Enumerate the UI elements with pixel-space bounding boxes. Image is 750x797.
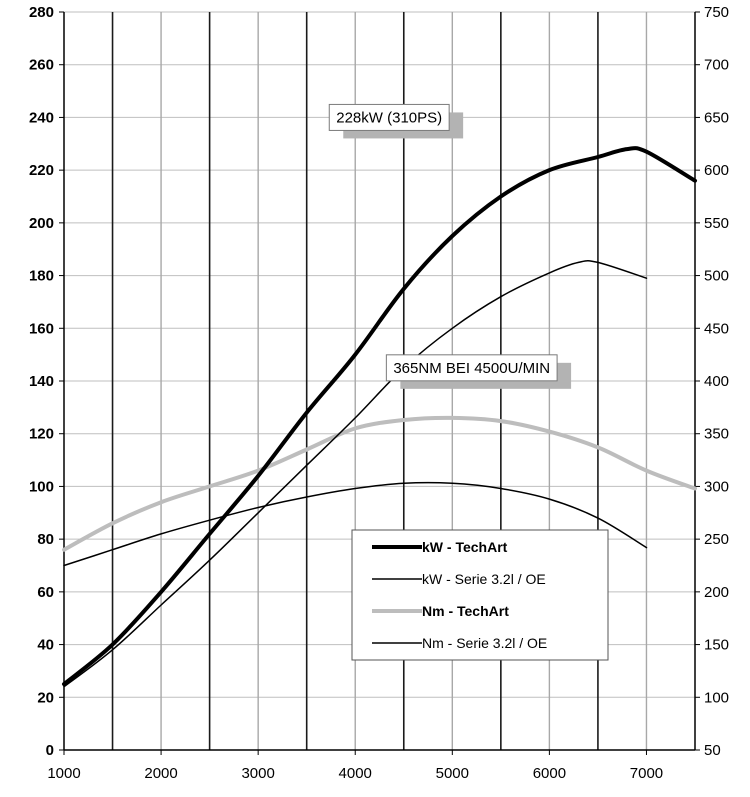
right-tick-label: 250 <box>704 531 729 548</box>
right-tick-label: 350 <box>704 426 729 443</box>
legend-label: kW - Serie 3.2l / OE <box>422 571 546 587</box>
left-tick-label: 280 <box>29 4 54 21</box>
left-tick-label: 240 <box>29 109 54 126</box>
right-y-tick-labels: 50 100 150 200 250 300 350 400 450 500 550 600 650 70… <box>704 4 729 759</box>
x-tick-label: 1000 <box>47 765 80 782</box>
left-y-tick-labels: 0 20 40 60 80 100 120 140 160 180 200 220 240 260 280 <box>29 4 54 759</box>
left-tick-label: 120 <box>29 426 54 443</box>
right-tick-label: 500 <box>704 268 729 285</box>
series-line-kw-techart <box>62 146 697 687</box>
annotation-box <box>328 103 450 131</box>
left-tick-label: 140 <box>29 373 54 390</box>
left-tick-label: 60 <box>37 584 54 601</box>
left-tick-label: 180 <box>29 268 54 285</box>
right-tick-label: 750 <box>704 4 729 21</box>
legend-label: Nm - Serie 3.2l / OE <box>422 635 547 651</box>
left-tick-label: 160 <box>29 320 54 337</box>
annotation-text: 228kW (310PS) <box>336 109 442 126</box>
legend: kW - TechArt kW - Serie 3.2l / OE Nm - Tec… <box>351 529 609 661</box>
left-tick-label: 0 <box>46 742 54 759</box>
x-tick-label: 5000 <box>436 765 469 782</box>
right-tick-label: 200 <box>704 584 729 601</box>
right-tick-label: 400 <box>704 373 729 390</box>
right-tick-label: 600 <box>704 162 729 179</box>
right-tick-label: 50 <box>704 742 721 759</box>
left-tick-label: 20 <box>37 689 54 706</box>
x-tick-labels: 1000 2000 3000 4000 5000 6000 7000 <box>47 765 663 782</box>
annotations: 228kW (310PS) 365NM BEI 4500U/MIN <box>328 103 572 389</box>
annotation-text: 365NM BEI 4500U/MIN <box>393 360 550 377</box>
legend-label: Nm - TechArt <box>422 603 509 619</box>
left-tick-label: 100 <box>29 478 54 495</box>
x-tick-label: 3000 <box>241 765 274 782</box>
right-tick-label: 300 <box>704 478 729 495</box>
annotation-box <box>385 354 558 382</box>
series-lines <box>62 146 697 688</box>
right-tick-label: 450 <box>704 320 729 337</box>
left-tick-label: 200 <box>29 215 54 232</box>
series-line-nm-serie-3-2l-oe <box>63 481 648 567</box>
axes <box>59 11 700 755</box>
right-tick-label: 100 <box>704 689 729 706</box>
left-tick-label: 220 <box>29 162 54 179</box>
x-tick-label: 2000 <box>144 765 177 782</box>
series-line-nm-techart <box>62 415 697 552</box>
legend-label: kW - TechArt <box>422 539 508 555</box>
x-tick-label: 6000 <box>533 765 566 782</box>
right-tick-label: 550 <box>704 215 729 232</box>
right-tick-label: 700 <box>704 57 729 74</box>
annotation-1: 228kW (310PS) <box>328 103 464 139</box>
annotation-2: 365NM BEI 4500U/MIN <box>385 354 572 389</box>
legend-box <box>351 529 609 661</box>
x-tick-label: 4000 <box>339 765 372 782</box>
x-tick-label: 7000 <box>630 765 663 782</box>
right-tick-label: 150 <box>704 637 729 654</box>
right-tick-label: 650 <box>704 109 729 126</box>
series-line-kw-serie-3-2l-oe <box>63 260 648 688</box>
left-tick-label: 80 <box>37 531 54 548</box>
left-tick-label: 40 <box>37 637 54 654</box>
left-tick-label: 260 <box>29 57 54 74</box>
